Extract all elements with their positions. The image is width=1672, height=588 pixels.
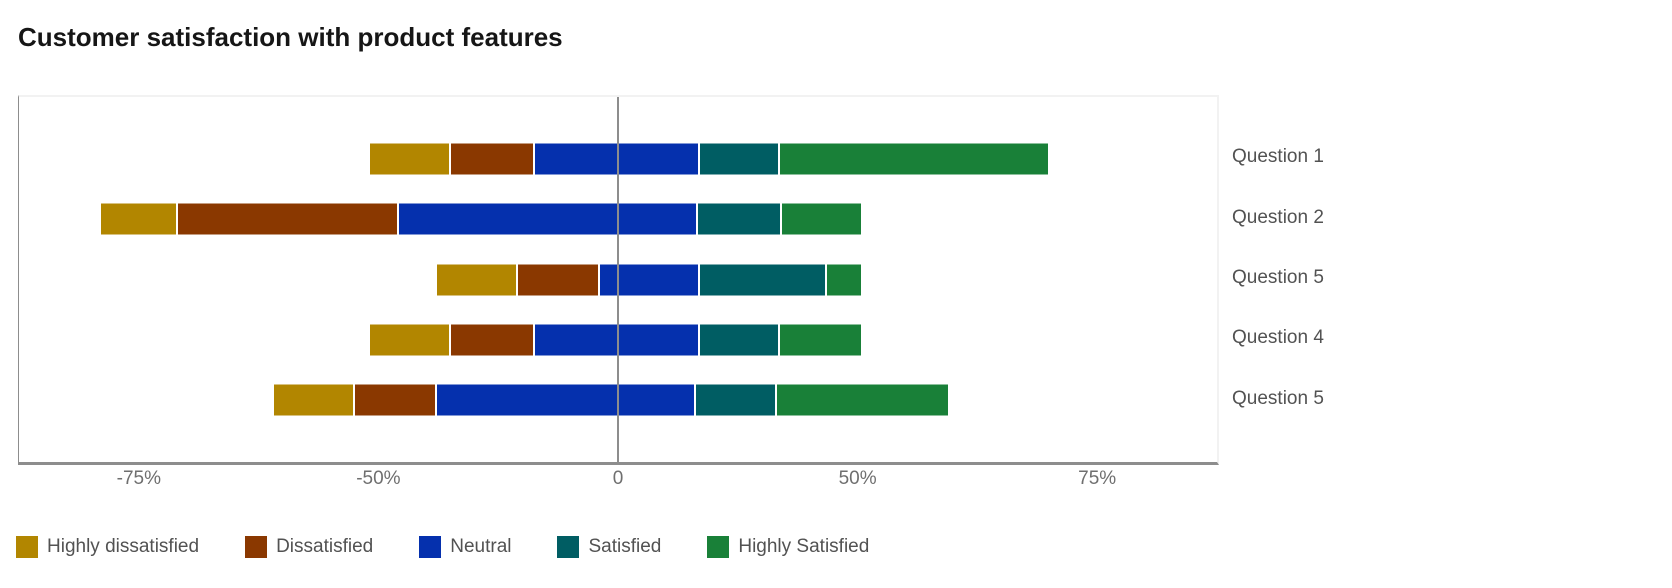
bar-segment[interactable] xyxy=(369,324,450,356)
legend-label: Highly Satisfied xyxy=(738,536,870,557)
legend-item[interactable]: Highly Satisfied xyxy=(707,536,869,558)
legend-label: Satisfied xyxy=(588,536,662,557)
legend-item[interactable]: Highly dissatisfied xyxy=(16,536,199,558)
bar-segment[interactable] xyxy=(178,203,397,235)
x-axis-tick-label: -75% xyxy=(116,468,161,489)
bar-segment[interactable] xyxy=(535,324,699,356)
bar-segment[interactable] xyxy=(369,143,450,175)
bar-segment[interactable] xyxy=(518,264,598,295)
x-axis-tick-label: 50% xyxy=(838,468,877,489)
legend-swatch-icon xyxy=(419,536,442,558)
legend-item[interactable]: Neutral xyxy=(419,536,511,558)
bar-segment[interactable] xyxy=(355,384,435,416)
bar-segment[interactable] xyxy=(599,264,699,295)
zero-axis-line xyxy=(617,97,619,462)
bar-row xyxy=(19,310,1217,370)
legend-swatch-icon xyxy=(16,536,38,558)
bar-segment[interactable] xyxy=(535,143,699,175)
bar-segment[interactable] xyxy=(451,324,534,356)
x-axis-tick-labels: -75% -50% 0 50% 75% xyxy=(19,468,1217,496)
bar-segment[interactable] xyxy=(781,203,862,235)
bar-segment[interactable] xyxy=(700,264,826,295)
bar-row xyxy=(19,189,1217,249)
bar-segment[interactable] xyxy=(700,143,778,175)
bar-segment[interactable] xyxy=(695,384,776,416)
category-label: Question 5 xyxy=(1232,267,1324,289)
bar-segment[interactable] xyxy=(273,384,354,416)
legend-item[interactable]: Satisfied xyxy=(557,536,661,558)
category-labels: Question 1 Question 2 Question 5 Question 4… xyxy=(1232,127,1612,429)
bar-segment[interactable] xyxy=(700,324,778,356)
category-label: Question 4 xyxy=(1232,327,1324,349)
category-label: Question 5 xyxy=(1232,387,1324,409)
bar-segment[interactable] xyxy=(398,203,697,235)
legend-label: Neutral xyxy=(450,536,512,557)
x-axis-tick-label: -50% xyxy=(356,468,401,489)
bar-segment[interactable] xyxy=(827,264,862,295)
x-axis-tick-label: 75% xyxy=(1078,468,1117,489)
category-label: Question 2 xyxy=(1232,206,1324,228)
bar-segment[interactable] xyxy=(436,384,694,416)
bar-rows-container xyxy=(19,129,1217,430)
bar-segment[interactable] xyxy=(779,143,1049,175)
category-label: Question 1 xyxy=(1232,146,1324,168)
legend-label: Highly dissatisfied xyxy=(47,536,200,557)
bar-segment[interactable] xyxy=(451,143,534,175)
legend-item[interactable]: Dissatisfied xyxy=(245,536,373,558)
plot-area xyxy=(18,95,1219,465)
legend-swatch-icon xyxy=(707,536,730,558)
bar-segment[interactable] xyxy=(779,324,862,356)
legend-swatch-icon xyxy=(245,536,268,558)
bar-row xyxy=(19,370,1217,430)
legend: Highly dissatisfied Dissatisfied Neutral Sa… xyxy=(16,536,869,558)
legend-label: Dissatisfied xyxy=(276,536,374,557)
bar-segment[interactable] xyxy=(436,264,517,295)
bar-segment[interactable] xyxy=(101,203,177,235)
bar-segment[interactable] xyxy=(777,384,948,416)
chart-title: Customer satisfaction with product featu… xyxy=(18,22,563,52)
legend-swatch-icon xyxy=(557,536,580,558)
bar-row xyxy=(19,249,1217,309)
bar-segment[interactable] xyxy=(698,203,780,235)
bar-row xyxy=(19,129,1217,189)
x-axis-tick-label: 0 xyxy=(612,468,624,489)
